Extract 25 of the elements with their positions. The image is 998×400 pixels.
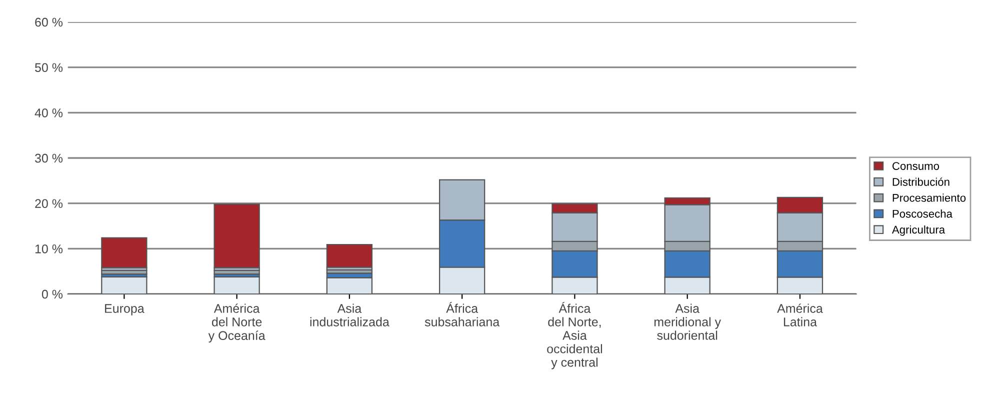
y-tick-label: 50 % (35, 63, 63, 72)
x-tick-label: África del Norte, Asia occidental y central (547, 302, 602, 370)
bar (214, 204, 260, 268)
legend-label: Procesamiento (892, 194, 966, 202)
y-tick-label: 60 % (35, 18, 63, 27)
bar (101, 237, 148, 268)
legend-label: Poscosecha (892, 210, 952, 218)
x-tick-label: África subsahariana (424, 302, 500, 326)
bar (214, 276, 260, 294)
y-tick-label: 40 % (34, 108, 63, 118)
x-tick-label: América Latina (777, 304, 823, 326)
y-tick-label: 30 % (34, 154, 63, 163)
x-tick-label: Europa (105, 304, 144, 316)
bar (101, 276, 148, 294)
x-tick-label: Asia meridional y sudoriental (654, 304, 722, 340)
x-tick-label: América del Norte y Oceanía (208, 304, 266, 342)
bar (326, 277, 373, 294)
y-tick-label: 10 % (35, 244, 63, 254)
legend-label: Agricultura (892, 225, 946, 236)
y-tick-label: 20 % (35, 199, 63, 208)
y-tick-label: 0 % (42, 290, 63, 299)
x-tick-label: Asia industrializada (310, 304, 390, 326)
legend-label: Distribución (892, 178, 950, 186)
bar (326, 244, 373, 268)
legend-label: Consumo (892, 162, 940, 170)
